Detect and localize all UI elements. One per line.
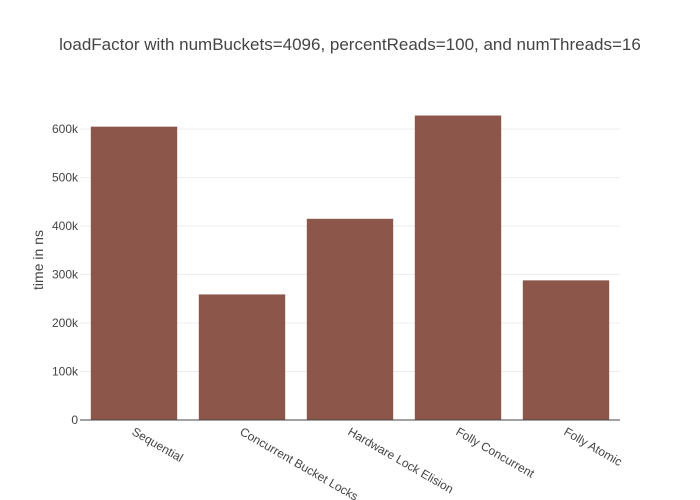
y-axis-title: time in ns bbox=[30, 230, 46, 290]
x-axis-ticks: Sequential Concurrent Bucket LocksHardwar… bbox=[130, 424, 625, 500]
y-tick-label: 100k bbox=[52, 365, 79, 379]
bar[interactable] bbox=[414, 115, 502, 421]
y-tick-label: 200k bbox=[52, 316, 79, 330]
x-tick-label: Folly Atomic bbox=[562, 424, 625, 468]
bars bbox=[90, 115, 610, 421]
x-tick-label: Concurrent Bucket Locks bbox=[238, 424, 361, 500]
y-tick-label: 300k bbox=[52, 268, 79, 282]
bar[interactable] bbox=[90, 126, 178, 421]
chart-title: loadFactor with numBuckets=4096, percent… bbox=[59, 35, 641, 54]
bar[interactable] bbox=[198, 294, 286, 420]
y-tick-label: 400k bbox=[52, 219, 79, 233]
x-tick-label: Hardware Lock Elision bbox=[346, 424, 456, 496]
x-tick-label: Sequential bbox=[130, 424, 186, 464]
y-tick-label: 600k bbox=[52, 122, 79, 136]
y-axis-ticks: 0 100k 200k 300k 400k 500k 600k bbox=[52, 122, 79, 427]
bar[interactable] bbox=[522, 280, 610, 420]
x-tick-label: Folly Concurrent bbox=[454, 424, 538, 480]
bar[interactable] bbox=[306, 218, 394, 420]
y-tick-label: 500k bbox=[52, 171, 79, 185]
y-tick-label: 0 bbox=[71, 413, 78, 427]
